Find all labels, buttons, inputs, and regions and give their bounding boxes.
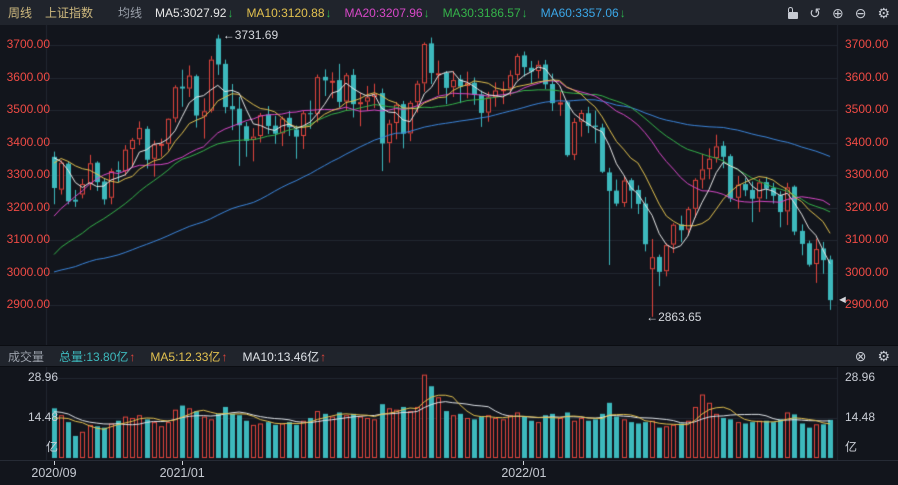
ma-value-3: MA30:3186.57↓ <box>442 5 528 20</box>
period-tab-weekly[interactable]: 周线 <box>8 6 33 20</box>
time-tick <box>53 461 55 465</box>
time-axis-label: 2020/09 <box>31 466 77 480</box>
ma-values: MA5:3027.92↓ MA10:3120.88↓ MA20:3207.96↓ MA… <box>155 6 626 20</box>
trend-arrow-icon: ↑ <box>221 349 228 364</box>
volume-value-0: 总量:13.80亿↑ <box>59 349 136 364</box>
price-axis-label-right: 3500.00 <box>845 102 889 116</box>
price-axis-label-right: 3300.00 <box>845 167 889 181</box>
volume-axis-label-left: 28.96 <box>27 370 58 385</box>
price-axis-label-left: 3300.00 <box>6 167 50 181</box>
time-tick <box>181 461 183 465</box>
main-header-left: 周线 上证指数 均线 MA5:3027.92↓ MA10:3120.88↓ MA20… <box>8 4 788 21</box>
volume-axis-label-left: 14.48 <box>27 410 58 425</box>
undo-icon[interactable]: ↺ <box>809 4 821 21</box>
price-axis-label-right: 3100.00 <box>845 232 889 246</box>
price-axis-label-right: 3600.00 <box>845 69 889 84</box>
price-axis-label-right: 2900.00 <box>845 297 889 311</box>
price-axis-label-left: 3500.00 <box>6 102 50 116</box>
ma-value-4: MA60:3357.06↓ <box>540 5 626 20</box>
ma-value-1: MA10:3120.88↓ <box>246 5 332 20</box>
time-axis: 2020/09 2021/01 2022/01 <box>0 460 898 485</box>
price-axis-label-left: 3200.00 <box>6 199 50 214</box>
volume-value-1: MA5:12.33亿↑ <box>150 349 228 364</box>
ma-value-0: MA5:3027.92↓ <box>155 5 234 20</box>
ma-group-label[interactable]: 均线 <box>118 6 143 20</box>
settings-icon[interactable]: ⚙ <box>877 4 890 21</box>
volume-unit-label-right: 亿 <box>845 440 858 454</box>
volume-header-left: 成交量 总量:13.80亿↑ MA5:12.33亿↑ MA10:13.46亿↑ <box>8 348 855 365</box>
price-axis-label-left: 2900.00 <box>6 297 50 311</box>
trend-arrow-icon: ↓ <box>227 5 234 20</box>
volume-header-icons: ⊗ ⚙ <box>855 349 890 363</box>
unlock-icon[interactable] <box>788 6 799 19</box>
trend-arrow-icon: ↓ <box>521 5 528 20</box>
volume-chart[interactable] <box>0 367 898 460</box>
symbol-name[interactable]: 上证指数 <box>45 6 94 20</box>
zoom-out-icon[interactable]: ⊖ <box>854 4 867 21</box>
ma-value-2: MA20:3207.96↓ <box>344 5 430 20</box>
price-axis-label-left: 3000.00 <box>6 264 50 279</box>
price-axis-label-left: 3100.00 <box>6 232 50 246</box>
price-axis-label-left: 3600.00 <box>6 69 50 84</box>
price-axis-label-right: 3200.00 <box>845 199 889 214</box>
trend-arrow-icon: ↓ <box>423 5 430 20</box>
last-price-marker: ◄ <box>837 294 848 307</box>
time-axis-label: 2022/01 <box>501 466 547 480</box>
main-chart-header: 周线 上证指数 均线 MA5:3027.92↓ MA10:3120.88↓ MA20… <box>0 0 898 25</box>
trend-arrow-icon: ↑ <box>320 349 327 364</box>
trend-arrow-icon: ↓ <box>619 5 626 20</box>
main-header-icons: ↺ ⊕ ⊖ ⚙ <box>788 6 890 20</box>
price-axis-label-right: 3000.00 <box>845 264 889 279</box>
close-icon[interactable]: ⊗ <box>854 348 867 364</box>
price-axis-label-left: 3700.00 <box>6 37 50 51</box>
volume-pane-title: 成交量 <box>8 349 45 364</box>
zoom-in-icon[interactable]: ⊕ <box>831 4 844 21</box>
low-price-annotation: ←2863.65 <box>646 309 702 324</box>
price-axis-label-left: 3400.00 <box>6 134 50 149</box>
volume-header: 成交量 总量:13.80亿↑ MA5:12.33亿↑ MA10:13.46亿↑ ⊗ … <box>0 345 898 367</box>
trend-arrow-icon: ↑ <box>129 349 136 364</box>
price-axis-label-right: 3700.00 <box>845 37 889 51</box>
volume-axis-label-right: 14.48 <box>845 410 876 425</box>
price-axis-label-right: 3400.00 <box>845 134 889 149</box>
time-tick <box>523 461 525 465</box>
volume-value-2: MA10:13.46亿↑ <box>242 349 327 364</box>
high-price-annotation: ←3731.69 <box>222 27 279 42</box>
volume-axis-label-right: 28.96 <box>845 370 876 385</box>
candlestick-chart[interactable] <box>0 25 898 345</box>
volume-unit-label-left: 亿 <box>45 440 58 454</box>
volume-values: 总量:13.80亿↑ MA5:12.33亿↑ MA10:13.46亿↑ <box>59 348 326 365</box>
time-axis-label: 2021/01 <box>159 466 205 480</box>
settings-icon[interactable]: ⚙ <box>877 348 890 364</box>
trend-arrow-icon: ↓ <box>325 5 332 20</box>
